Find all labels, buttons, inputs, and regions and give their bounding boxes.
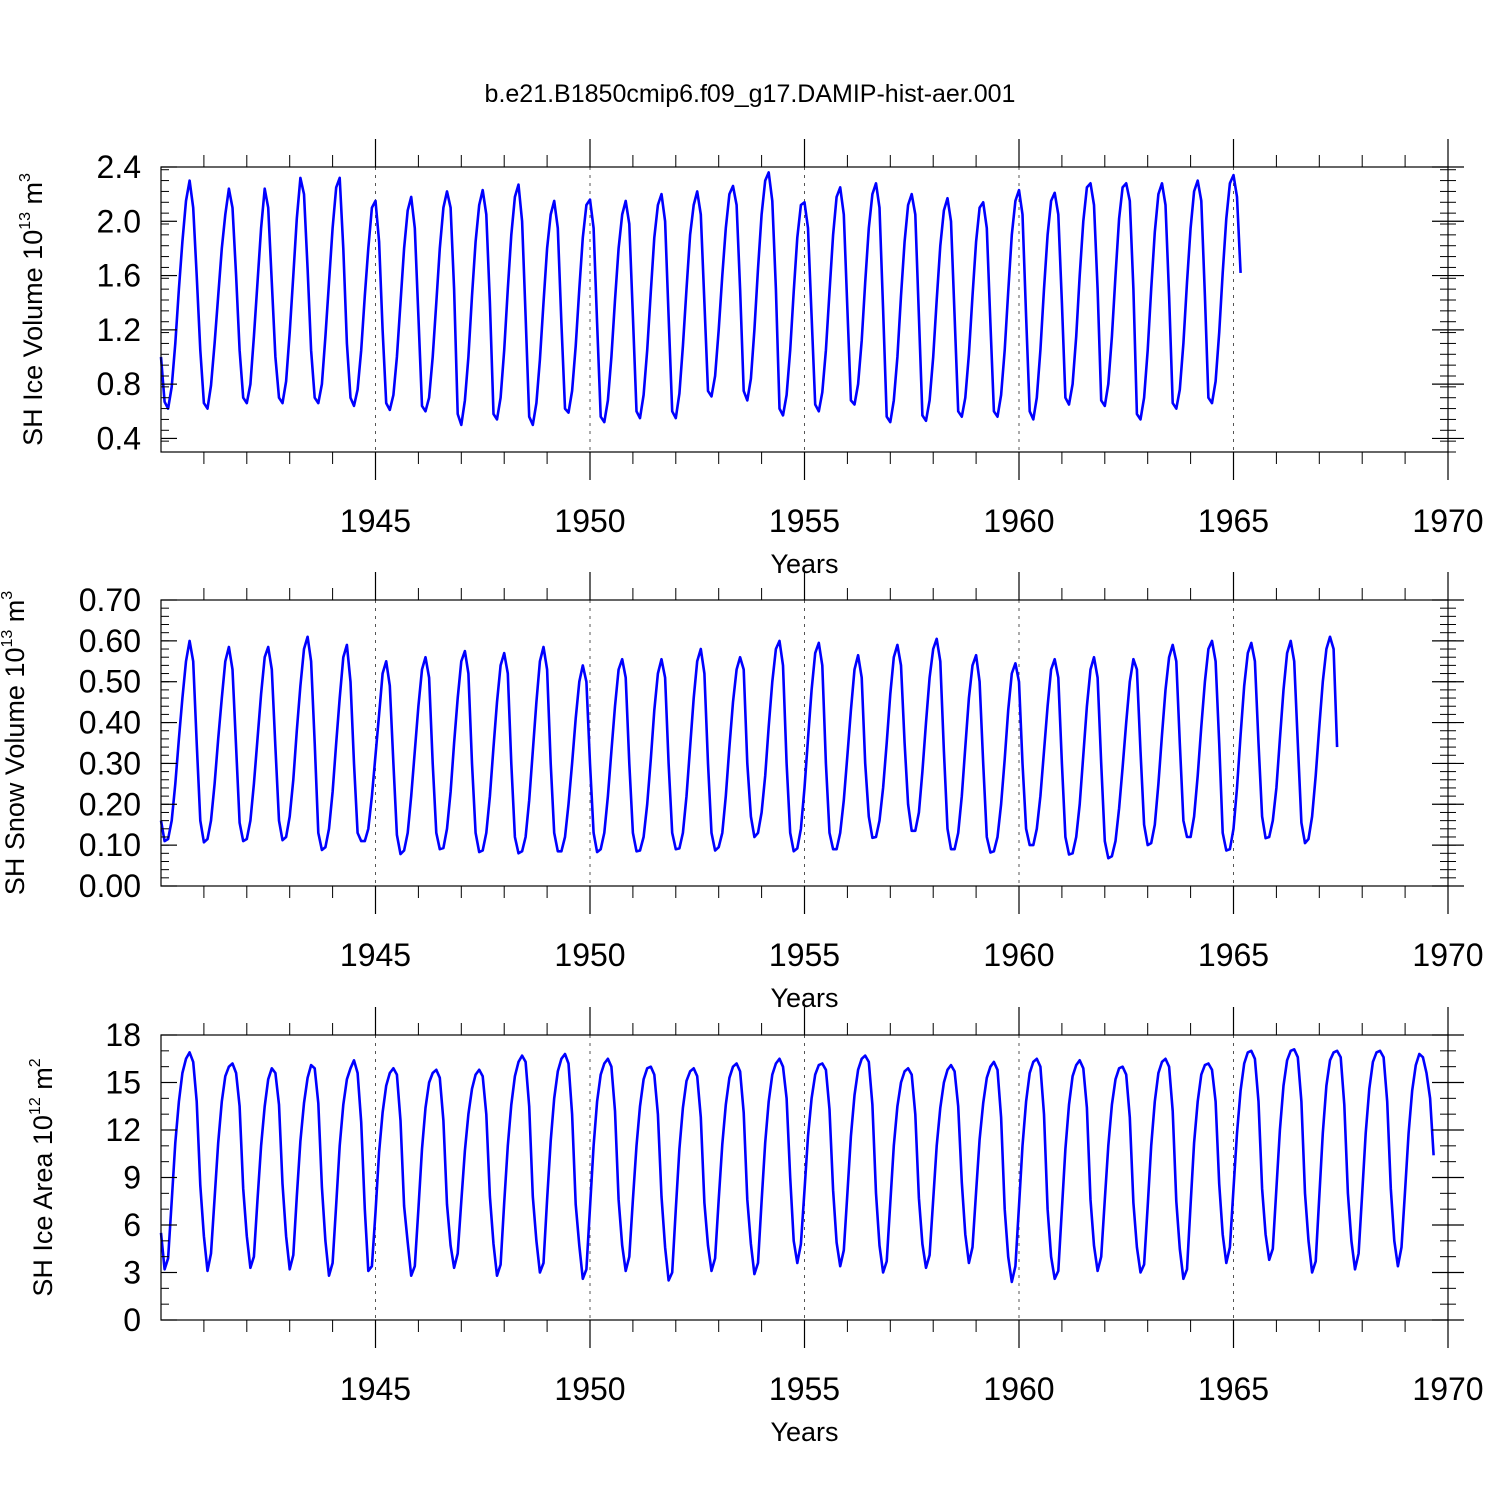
panels: 0.4 0.8 1.2 1.6 2.0 2.4 1945 1950 1955 1960 1965 19…: [0, 139, 1484, 1447]
data-series-line: [159, 1048, 1435, 1284]
y-axis-label-text: SH Ice Area 10: [28, 1115, 58, 1297]
y-axis-label-text: SH Snow Volume 10: [0, 648, 30, 896]
y-tick-label: 2.0: [97, 203, 141, 239]
y-tick-label: 0.8: [97, 366, 141, 402]
y-tick-label: 0.50: [79, 664, 141, 700]
y-axis-label-unit-exponent: 3: [0, 591, 16, 600]
x-tick-label: 1970: [1412, 503, 1483, 539]
x-tick-label: 1965: [1198, 937, 1269, 973]
y-tick-label: 0.40: [79, 705, 141, 741]
y-tick-label: 2.4: [97, 149, 141, 185]
data-series-line: [159, 171, 1242, 427]
y-axis-label-unit-exponent: 3: [17, 173, 34, 182]
x-tick-label: 1960: [983, 503, 1054, 539]
panel-3: 0 3 6 9 12 15 18 1945 1950 1955 1960 1965 1970 Years S…: [27, 1007, 1484, 1447]
x-tick-label: 1960: [983, 937, 1054, 973]
y-tick-label: 3: [123, 1255, 141, 1291]
y-axis-label-unit: m: [0, 600, 30, 630]
y-tick-label: 0.70: [79, 582, 141, 618]
x-tick-label: 1970: [1412, 937, 1483, 973]
y-axis-label-unit: m: [28, 1067, 58, 1097]
y-axis-label-unit-exponent: 2: [27, 1058, 44, 1067]
y-tick-label: 1.2: [97, 312, 141, 348]
y-tick-label: 0.60: [79, 623, 141, 659]
x-tick-label: 1950: [554, 503, 625, 539]
y-tick-label: 9: [123, 1160, 141, 1196]
data-series-line: [159, 635, 1339, 860]
x-tick-label: 1955: [769, 937, 840, 973]
y-tick-label: 0: [123, 1302, 141, 1338]
y-tick-label: 15: [105, 1065, 141, 1101]
x-tick-label: 1945: [340, 937, 411, 973]
x-axis-label: Years: [770, 1417, 838, 1447]
y-axis-label: SH Snow Volume 1013 m3: [0, 591, 30, 895]
y-tick-label: 0.4: [97, 420, 141, 456]
y-tick-label: 0.00: [79, 868, 141, 904]
y-tick-label: 0.20: [79, 786, 141, 822]
panel-1: 0.4 0.8 1.2 1.6 2.0 2.4 1945 1950 1955 1960 1965 19…: [17, 139, 1484, 579]
y-axis-label: SH Ice Area 1012 m2: [27, 1058, 58, 1296]
figure-title: b.e21.B1850cmip6.f09_g17.DAMIP-hist-aer.…: [485, 80, 1016, 108]
y-axis-label: SH Ice Volume 1013 m3: [17, 173, 48, 446]
y-tick-label: 0.30: [79, 745, 141, 781]
y-axis-label-exponent: 12: [27, 1097, 44, 1115]
x-tick-label: 1955: [769, 503, 840, 539]
x-tick-label: 1945: [340, 503, 411, 539]
y-tick-label: 12: [105, 1112, 141, 1148]
y-axis-label-text: SH Ice Volume 10: [18, 230, 48, 446]
y-tick-label: 0.10: [79, 827, 141, 863]
x-tick-label: 1955: [769, 1371, 840, 1407]
x-tick-label: 1960: [983, 1371, 1054, 1407]
y-axis-label-exponent: 13: [0, 630, 16, 648]
y-axis-label-exponent: 13: [17, 212, 34, 230]
y-tick-label: 18: [105, 1017, 141, 1053]
panel-2: 0.00 0.10 0.20 0.30 0.40 0.50 0.60 0.70 1945 1950…: [0, 572, 1484, 1013]
y-axis-label-unit: m: [18, 182, 48, 212]
x-tick-label: 1950: [554, 1371, 625, 1407]
x-tick-label: 1950: [554, 937, 625, 973]
y-tick-label: 6: [123, 1207, 141, 1243]
x-tick-label: 1970: [1412, 1371, 1483, 1407]
y-tick-label: 1.6: [97, 258, 141, 294]
x-tick-label: 1965: [1198, 503, 1269, 539]
x-tick-label: 1965: [1198, 1371, 1269, 1407]
x-tick-label: 1945: [340, 1371, 411, 1407]
